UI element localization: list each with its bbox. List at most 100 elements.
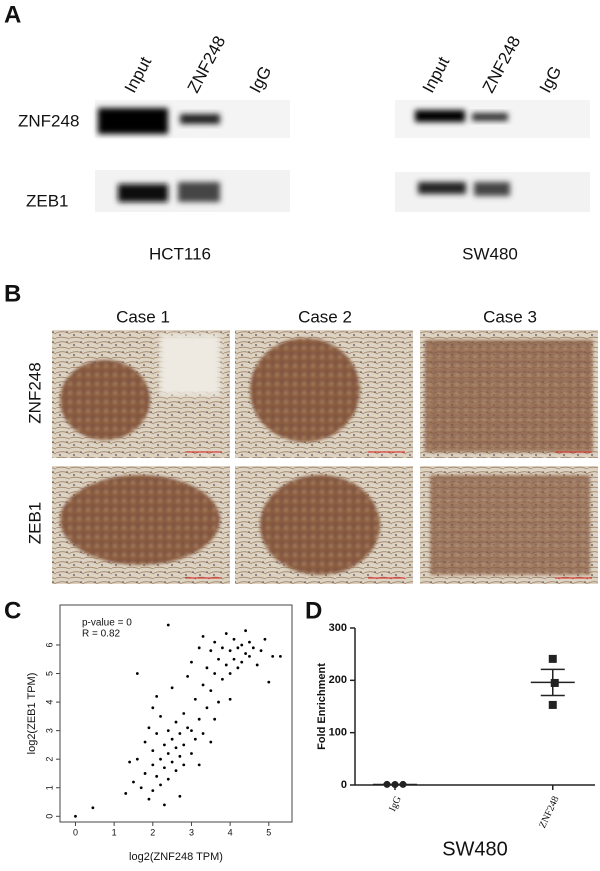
point xyxy=(260,649,263,652)
y-tick-label: 3 xyxy=(44,728,54,733)
point xyxy=(186,726,189,729)
point xyxy=(194,738,197,741)
protein-label: ZEB1 xyxy=(26,191,69,210)
x-tick-label: 4 xyxy=(228,827,233,837)
point xyxy=(182,763,185,766)
point xyxy=(140,786,143,789)
point xyxy=(151,763,154,766)
point xyxy=(155,695,158,698)
point xyxy=(233,658,236,661)
point xyxy=(171,738,174,741)
point xyxy=(171,686,174,689)
point xyxy=(167,778,170,781)
point xyxy=(209,649,212,652)
ihc-images xyxy=(52,330,598,584)
point xyxy=(159,758,162,761)
point xyxy=(178,732,181,735)
blot-lanes: Input ZNF248 IgG Input ZNF248 IgG xyxy=(121,33,566,96)
point xyxy=(148,726,151,729)
point xyxy=(186,675,189,678)
x-tick-label: ZNF248 xyxy=(537,795,561,830)
point xyxy=(213,718,216,721)
x-axis-label: log2(ZNF248 TPM) xyxy=(129,851,223,863)
point xyxy=(136,672,139,675)
point xyxy=(236,646,239,649)
y-tick-label: 5 xyxy=(44,671,54,676)
point xyxy=(198,763,201,766)
y-axis-label: log2(ZEB1 TPM) xyxy=(26,673,38,755)
point xyxy=(124,792,127,795)
stain-label: ZEB1 xyxy=(25,502,44,545)
point xyxy=(202,732,205,735)
point xyxy=(178,795,181,798)
annotation: R = 0.82 xyxy=(82,629,121,640)
case-label: Case 3 xyxy=(483,307,537,326)
point xyxy=(182,712,185,715)
point xyxy=(240,661,243,664)
point xyxy=(209,689,212,692)
point xyxy=(217,658,220,661)
point xyxy=(252,646,255,649)
point xyxy=(264,638,267,641)
point xyxy=(151,789,154,792)
point xyxy=(163,766,166,769)
point xyxy=(136,758,139,761)
point xyxy=(198,718,201,721)
panel-label: A xyxy=(4,1,21,28)
point xyxy=(221,646,224,649)
point xyxy=(209,741,212,744)
y-tick-label: 2 xyxy=(44,757,54,762)
y-tick-label: 1 xyxy=(44,785,54,790)
x-tick-label: 2 xyxy=(150,827,155,837)
y-tick-label: 200 xyxy=(329,674,347,686)
point xyxy=(182,744,185,747)
y-tick-label: 0 xyxy=(44,814,54,819)
point xyxy=(221,678,224,681)
point xyxy=(171,761,174,764)
point xyxy=(155,732,158,735)
x-tick-label: 1 xyxy=(112,827,117,837)
point xyxy=(549,655,557,663)
point xyxy=(163,803,166,806)
point xyxy=(190,729,193,732)
point xyxy=(190,752,193,755)
panel-label: B xyxy=(4,280,21,307)
blots xyxy=(95,100,590,212)
point xyxy=(206,706,209,709)
point xyxy=(225,632,228,635)
point xyxy=(163,744,166,747)
x-tick-label: IgG xyxy=(387,795,404,814)
point xyxy=(244,652,247,655)
point xyxy=(144,741,147,744)
point xyxy=(225,664,228,667)
point xyxy=(549,701,557,709)
point xyxy=(233,638,236,641)
point xyxy=(202,635,205,638)
point xyxy=(175,746,178,749)
point xyxy=(151,706,154,709)
point xyxy=(271,655,274,658)
lane-label: IgG xyxy=(536,63,566,96)
y-tick-label: 0 xyxy=(341,779,347,791)
point xyxy=(248,641,251,644)
point xyxy=(178,755,181,758)
point xyxy=(240,644,243,647)
point xyxy=(236,666,239,669)
point xyxy=(167,624,170,627)
point xyxy=(198,646,201,649)
point xyxy=(175,769,178,772)
point xyxy=(256,664,259,667)
point xyxy=(144,772,147,775)
point xyxy=(159,783,162,786)
lane-label: Input xyxy=(419,53,454,96)
point xyxy=(206,666,209,669)
point xyxy=(194,698,197,701)
point xyxy=(74,815,77,818)
x-tick-label: 3 xyxy=(189,827,194,837)
case-label: Case 2 xyxy=(298,307,352,326)
lane-label: ZNF248 xyxy=(184,33,230,96)
point xyxy=(202,684,205,687)
point xyxy=(128,761,131,764)
point xyxy=(229,672,232,675)
y-tick-label: 6 xyxy=(44,642,54,647)
